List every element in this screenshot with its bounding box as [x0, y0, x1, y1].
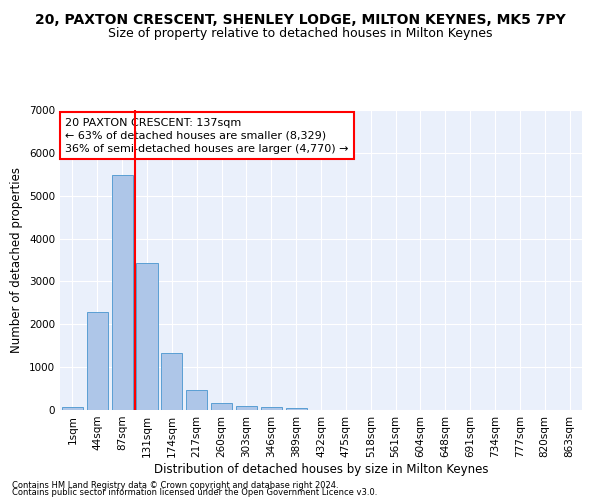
Y-axis label: Number of detached properties: Number of detached properties — [10, 167, 23, 353]
Bar — [87, 312, 108, 410]
Bar — [186, 390, 207, 410]
Bar — [236, 406, 257, 410]
Text: Contains public sector information licensed under the Open Government Licence v3: Contains public sector information licen… — [12, 488, 377, 497]
Bar — [261, 408, 282, 410]
Bar — [161, 354, 182, 410]
Text: 20 PAXTON CRESCENT: 137sqm
← 63% of detached houses are smaller (8,329)
36% of s: 20 PAXTON CRESCENT: 137sqm ← 63% of deta… — [65, 118, 349, 154]
Bar — [112, 175, 133, 410]
Bar — [211, 404, 232, 410]
Bar — [286, 408, 307, 410]
Bar — [136, 263, 158, 410]
Text: Size of property relative to detached houses in Milton Keynes: Size of property relative to detached ho… — [108, 28, 492, 40]
Bar — [62, 406, 83, 410]
Text: 20, PAXTON CRESCENT, SHENLEY LODGE, MILTON KEYNES, MK5 7PY: 20, PAXTON CRESCENT, SHENLEY LODGE, MILT… — [35, 12, 565, 26]
Text: Distribution of detached houses by size in Milton Keynes: Distribution of detached houses by size … — [154, 464, 488, 476]
Text: Contains HM Land Registry data © Crown copyright and database right 2024.: Contains HM Land Registry data © Crown c… — [12, 480, 338, 490]
